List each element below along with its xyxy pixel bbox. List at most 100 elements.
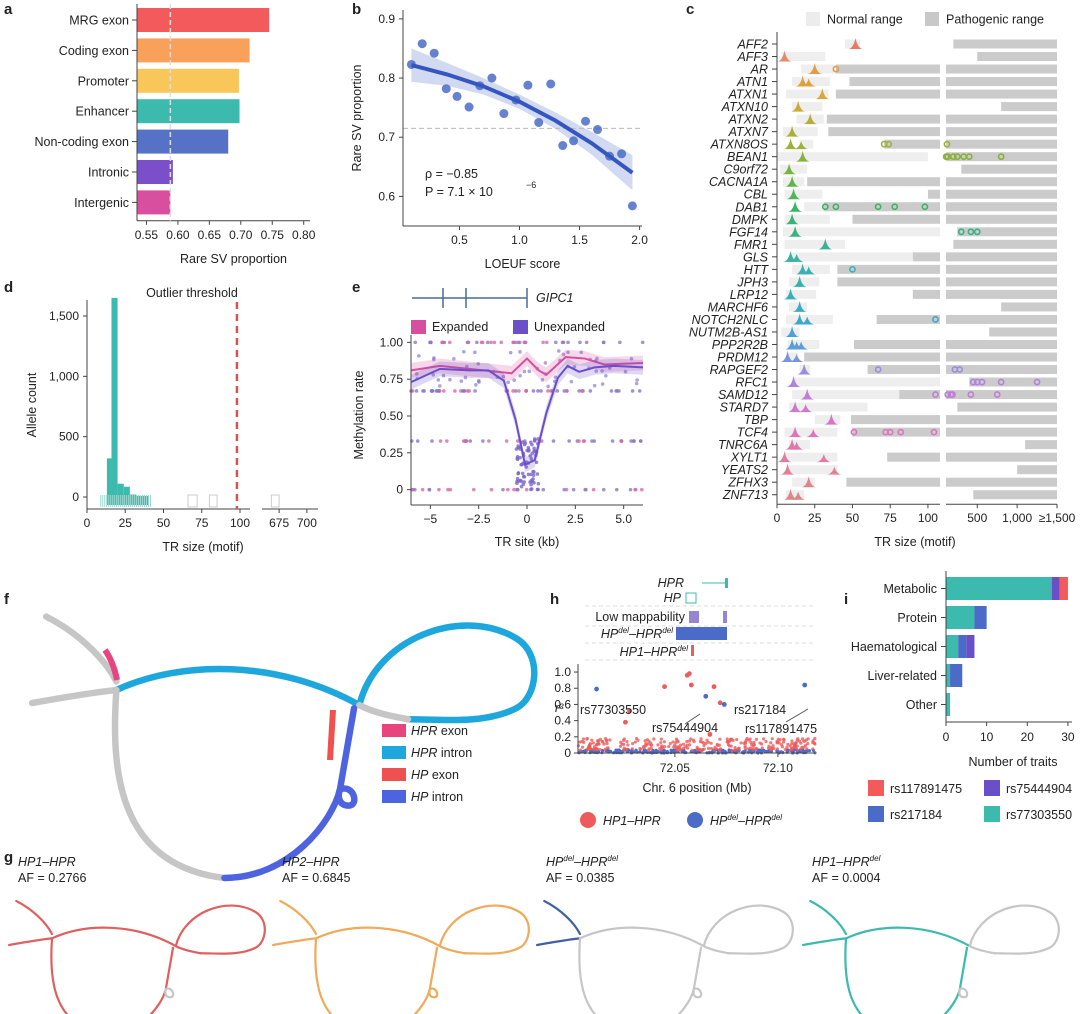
ld-point-red <box>692 739 696 744</box>
category-label: Intergenic <box>74 196 129 210</box>
methylation-point <box>594 369 599 373</box>
ld-point-red <box>605 741 609 746</box>
x-tick-label: 10 <box>980 730 994 744</box>
methylation-point <box>610 439 615 443</box>
methylation-point <box>615 389 619 393</box>
gene-label: ATXN10 <box>721 100 768 114</box>
ld-point-red <box>733 748 737 752</box>
ld-point-red <box>702 743 706 747</box>
x-tick-label: 100 <box>230 516 250 530</box>
histogram-bar <box>111 297 118 505</box>
density-peak <box>803 113 818 125</box>
data-point <box>441 84 451 94</box>
methylation-point <box>467 389 471 393</box>
ld-point-red <box>580 745 585 749</box>
pathogenic-range-bar <box>946 77 1057 87</box>
normal-range-bar <box>786 314 833 324</box>
x-tick-label: 0.55 <box>135 228 159 242</box>
graph-edge-topLeft <box>809 899 848 936</box>
legend-swatch <box>382 724 406 737</box>
density-peak <box>795 263 810 275</box>
pathogenic-range-bar <box>946 64 1057 74</box>
y-tick-label: 0.6 <box>378 189 395 203</box>
pathogenic-range-bar <box>912 252 940 262</box>
outlier-point <box>891 203 899 211</box>
ld-point-red <box>630 747 634 751</box>
ld-point-red <box>602 742 606 746</box>
ld-point-red <box>603 747 607 751</box>
ld-point-red <box>709 741 713 745</box>
methylation-point <box>529 482 533 487</box>
methylation-point <box>519 462 523 467</box>
ld-point-red <box>709 746 714 751</box>
normal-range-bar <box>780 164 808 174</box>
ld-highlight-point <box>688 682 694 688</box>
ld-point-red <box>771 744 775 748</box>
y-tick-label: 1.0 <box>554 665 571 679</box>
methylation-point <box>463 375 468 380</box>
legend-pathogenic-swatch <box>925 12 939 26</box>
ld-point-blue <box>804 749 808 753</box>
data-point <box>534 117 544 127</box>
confidence-band <box>411 48 633 191</box>
y-tick-label: 0.2 <box>554 730 571 744</box>
methylation-point <box>473 389 477 393</box>
gene-row-atn1: ATN1 <box>736 75 1057 89</box>
methylation-point <box>562 389 567 393</box>
pathogenic-range-bar <box>828 127 940 137</box>
gene-row-samd12: SAMD12 <box>718 388 1057 402</box>
methylation-point <box>474 383 478 387</box>
methylation-point <box>535 472 540 476</box>
methylation-point <box>436 389 441 393</box>
ld-point-red <box>672 745 676 749</box>
methylation-point <box>436 378 441 382</box>
ld-point-red <box>590 738 594 742</box>
methylation-point <box>430 439 434 443</box>
density-peak <box>789 441 804 450</box>
ld-point-red <box>699 737 703 741</box>
methylation-point <box>492 340 497 345</box>
bar-segment-rs75444904 <box>1051 577 1060 600</box>
ld-highlight-point <box>717 700 723 706</box>
ld-point-red <box>644 743 648 747</box>
x-tick-label: 75 <box>195 516 209 530</box>
outlier-point <box>886 428 894 436</box>
ld-point-red <box>622 746 626 750</box>
density-peak <box>782 163 797 175</box>
y-axis-title: Rare SV proportion <box>350 64 364 171</box>
legend-swatch <box>382 746 406 759</box>
y-tick-label: 1,000 <box>49 369 79 383</box>
density-peak <box>783 250 798 262</box>
methylation-point <box>512 378 517 383</box>
pathogenic-range-bar <box>957 227 1057 237</box>
ld-point-red <box>796 737 800 741</box>
ld-point-red <box>739 741 743 745</box>
graph-edge-leftArm <box>802 937 848 947</box>
ld-point-red <box>695 745 699 749</box>
ld-point-red <box>649 746 653 750</box>
x-tick-label: 0 <box>943 730 950 744</box>
ld-point-red <box>754 747 758 751</box>
methylation-point <box>526 449 531 453</box>
methylation-point <box>422 389 426 393</box>
graph-edge-leftArm <box>272 937 318 947</box>
ld-point-blue <box>581 749 586 753</box>
gene-label: PRDM12 <box>717 351 768 365</box>
methylation-point <box>634 381 639 386</box>
ld-point-blue <box>662 748 666 752</box>
normal-range-bar <box>792 264 830 274</box>
ld-point-red <box>698 748 702 752</box>
methylation-point <box>511 389 515 393</box>
gene-row-fmr1: FMR1 <box>734 238 1057 252</box>
pathogenic-range-bar <box>946 339 1057 349</box>
gene-label: ATXN1 <box>728 88 768 102</box>
methylation-point <box>541 340 545 345</box>
graph-edge-bigLoopR <box>149 946 175 1014</box>
methylation-point <box>432 356 436 360</box>
ld-highlight-point <box>627 708 632 714</box>
hp-gene-track <box>685 592 697 604</box>
ld-point-red <box>578 748 582 752</box>
methylation-point <box>524 389 529 393</box>
